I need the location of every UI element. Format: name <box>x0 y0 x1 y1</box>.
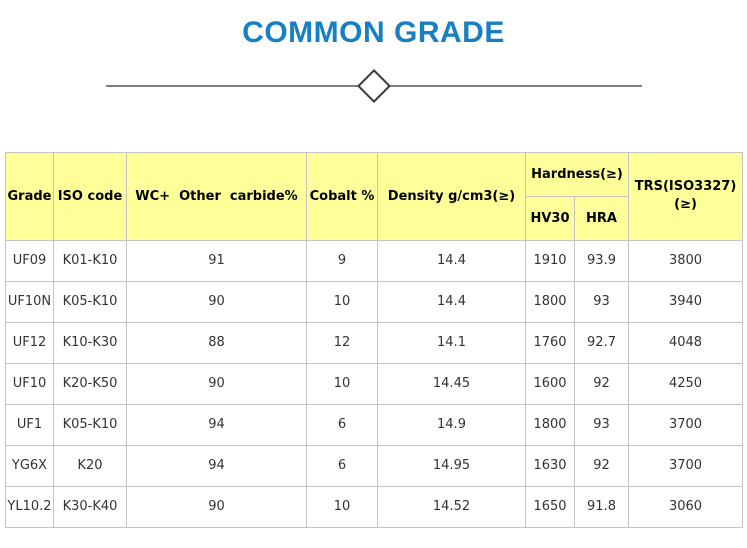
cell-grade: UF1 <box>5 403 54 446</box>
cell-hra: 93 <box>573 280 630 323</box>
cell-iso-code: K01-K10 <box>53 239 127 282</box>
cell-grade: UF09 <box>5 239 54 282</box>
cell-wc-other-carbide: 90 <box>126 485 307 528</box>
cell-trs: 3940 <box>628 280 744 323</box>
cell-wc-other-carbide: 88 <box>126 321 307 364</box>
grades-table: Grade ISO code WC+ Other carbide% Cobalt… <box>5 151 744 528</box>
cell-grade: UF12 <box>5 321 54 364</box>
table-row: YL10.2 K30-K40 90 10 14.52 1650 91.8 3060 <box>5 485 744 528</box>
col-header-iso-code: ISO code <box>53 151 127 241</box>
table-header: Grade ISO code WC+ Other carbide% Cobalt… <box>5 151 744 241</box>
cell-trs: 3700 <box>628 444 744 487</box>
cell-grade: UF10 <box>5 362 54 405</box>
cell-density: 14.9 <box>377 403 526 446</box>
col-header-density: Density g/cm3(≥) <box>377 151 526 241</box>
cell-iso-code: K30-K40 <box>53 485 127 528</box>
col-header-hardness-group: Hardness(≥) <box>524 151 630 197</box>
cell-cobalt: 6 <box>306 403 378 446</box>
cell-wc-other-carbide: 90 <box>126 362 307 405</box>
cell-iso-code: K05-K10 <box>53 403 127 446</box>
cell-grade: YG6X <box>5 444 54 487</box>
cell-density: 14.45 <box>377 362 526 405</box>
table-row: UF12 K10-K30 88 12 14.1 1760 92.7 4048 <box>5 321 744 364</box>
table-row: UF10 K20-K50 90 10 14.45 1600 92 4250 <box>5 362 744 405</box>
table-row: YG6X K20 94 6 14.95 1630 92 3700 <box>5 444 744 487</box>
cell-grade: UF10N <box>5 280 54 323</box>
cell-grade: YL10.2 <box>5 485 54 528</box>
cell-density: 14.1 <box>377 321 526 364</box>
cell-iso-code: K05-K10 <box>53 280 127 323</box>
cell-density: 14.4 <box>377 280 526 323</box>
cell-hra: 92 <box>573 444 630 487</box>
cell-hra: 92.7 <box>573 321 630 364</box>
cell-cobalt: 10 <box>306 485 378 528</box>
table-row: UF1 K05-K10 94 6 14.9 1800 93 3700 <box>5 403 744 446</box>
cell-trs: 4048 <box>628 321 744 364</box>
cell-density: 14.95 <box>377 444 526 487</box>
cell-hv30: 1910 <box>525 239 575 282</box>
col-header-trs-line2: (≥) <box>674 197 697 212</box>
cell-trs: 3060 <box>628 485 744 528</box>
cell-hv30: 1650 <box>525 485 575 528</box>
cell-trs: 3800 <box>628 239 744 282</box>
col-header-cobalt: Cobalt % <box>306 151 378 241</box>
table-body: UF09 K01-K10 91 9 14.4 1910 93.9 3800 UF10N K05-K… <box>5 239 744 528</box>
cell-density: 14.4 <box>377 239 526 282</box>
cell-wc-other-carbide: 94 <box>126 403 307 446</box>
cell-hv30: 1630 <box>525 444 575 487</box>
cell-trs: 3700 <box>628 403 744 446</box>
table-row: UF10N K05-K10 90 10 14.4 1800 93 3940 <box>5 280 744 323</box>
cell-cobalt: 12 <box>306 321 378 364</box>
cell-cobalt: 10 <box>306 280 378 323</box>
cell-hra: 93.9 <box>573 239 630 282</box>
cell-iso-code: K20 <box>53 444 127 487</box>
cell-hv30: 1800 <box>525 403 575 446</box>
cell-hra: 91.8 <box>573 485 630 528</box>
divider <box>105 68 642 103</box>
cell-wc-other-carbide: 90 <box>126 280 307 323</box>
col-header-trs: TRS(ISO3327) (≥) <box>628 151 744 241</box>
col-header-grade: Grade <box>5 151 54 241</box>
cell-hv30: 1600 <box>525 362 575 405</box>
cell-wc-other-carbide: 91 <box>126 239 307 282</box>
cell-wc-other-carbide: 94 <box>126 444 307 487</box>
cell-iso-code: K20-K50 <box>53 362 127 405</box>
header-row-top: Grade ISO code WC+ Other carbide% Cobalt… <box>5 151 744 241</box>
cell-cobalt: 9 <box>306 239 378 282</box>
cell-density: 14.52 <box>377 485 526 528</box>
cell-hv30: 1760 <box>525 321 575 364</box>
cell-iso-code: K10-K30 <box>53 321 127 364</box>
cell-hra: 92 <box>573 362 630 405</box>
col-header-wc-other-carbide: WC+ Other carbide% <box>126 151 307 241</box>
diamond-ornament <box>356 68 391 103</box>
cell-hra: 93 <box>573 403 630 446</box>
cell-cobalt: 6 <box>306 444 378 487</box>
col-header-hv30: HV30 <box>525 195 575 241</box>
col-header-hra: HRA <box>573 195 630 241</box>
cell-hv30: 1800 <box>525 280 575 323</box>
cell-cobalt: 10 <box>306 362 378 405</box>
page-title: COMMON GRADE <box>242 16 505 49</box>
cell-trs: 4250 <box>628 362 744 405</box>
col-header-trs-line1: TRS(ISO3327) <box>634 179 737 195</box>
header-row-sub: HV30 HRA <box>6 195 743 241</box>
table-row: UF09 K01-K10 91 9 14.4 1910 93.9 3800 <box>5 239 744 282</box>
